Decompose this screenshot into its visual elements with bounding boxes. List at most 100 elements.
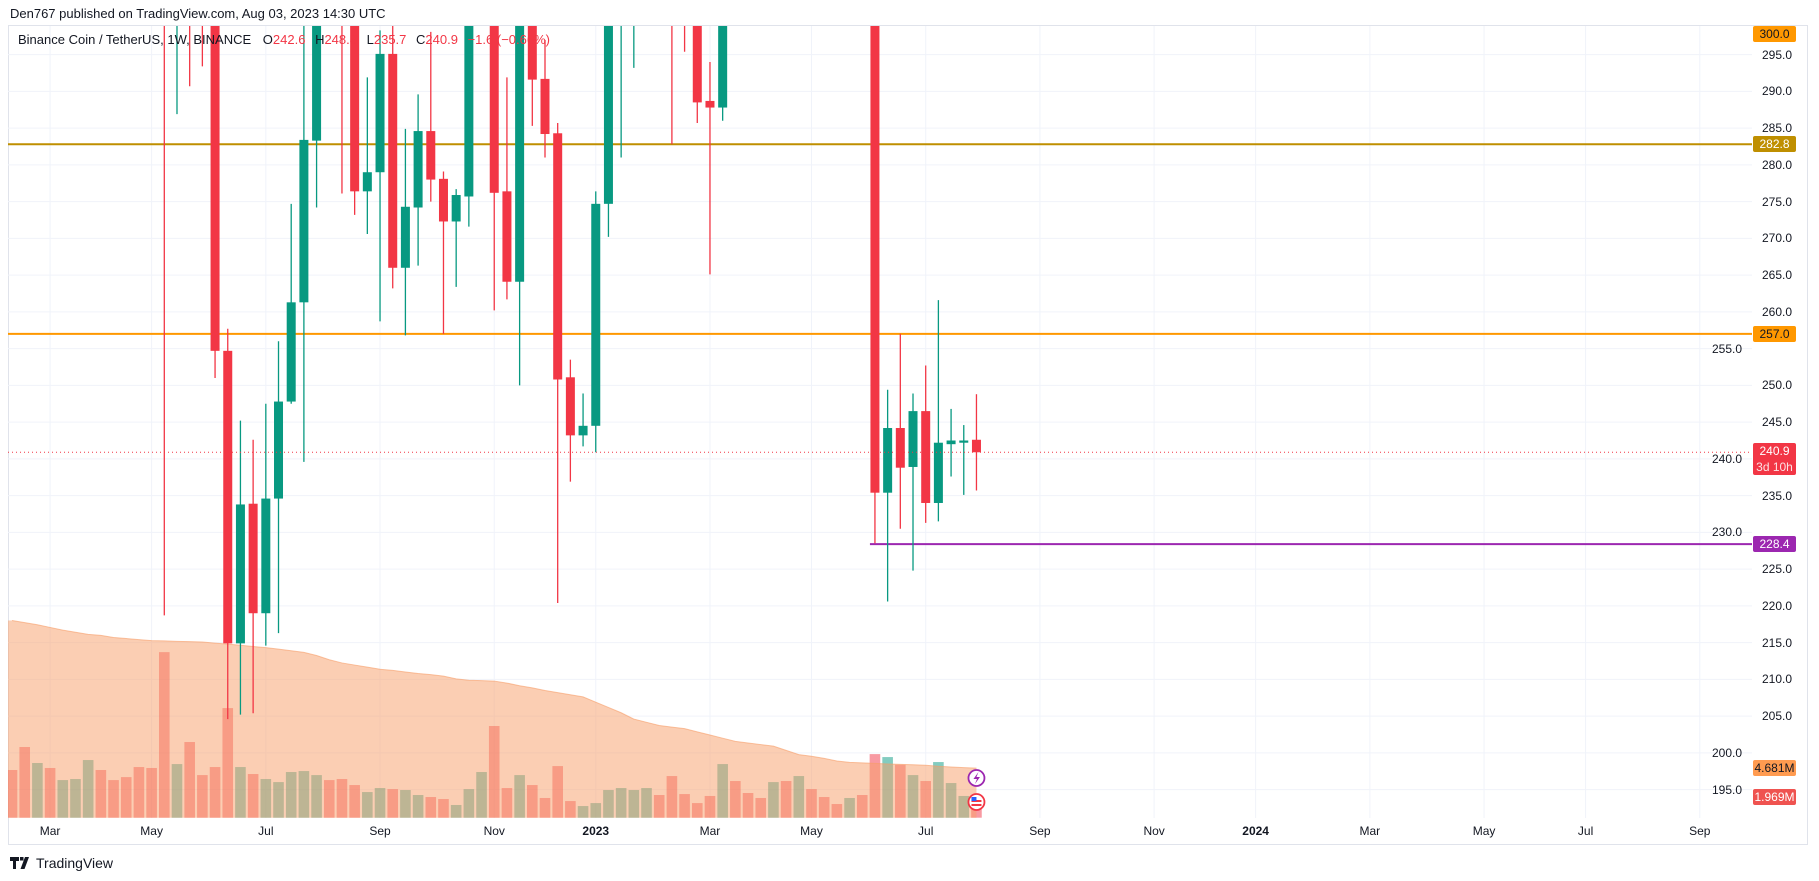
us-flag-icon[interactable] bbox=[967, 793, 986, 811]
price-tick-label: 270.0 bbox=[1762, 231, 1793, 246]
candle-body bbox=[603, 26, 613, 204]
candle-body bbox=[502, 191, 512, 282]
price-tick-label: 250.0 bbox=[1762, 378, 1793, 393]
volume-ma-area bbox=[8, 620, 977, 818]
candle-body bbox=[350, 26, 360, 192]
time-tick-label: May bbox=[1472, 824, 1496, 838]
price-tick-label: 285.0 bbox=[1762, 121, 1793, 136]
price-tick-label: 265.0 bbox=[1762, 268, 1793, 283]
price-tick-label: 295.0 bbox=[1762, 47, 1793, 62]
price-tick-label: 255.0 bbox=[1712, 341, 1743, 356]
candle-body bbox=[895, 428, 905, 468]
candle-body bbox=[375, 53, 385, 173]
volume-ma-fill bbox=[8, 620, 977, 818]
candle-body bbox=[312, 26, 322, 141]
level-price-label: 300.0 bbox=[1753, 26, 1796, 42]
level-price-label: 282.8 bbox=[1753, 136, 1796, 153]
time-tick-label: Sep bbox=[369, 824, 391, 838]
candle-body bbox=[553, 133, 563, 380]
candle-body bbox=[959, 440, 969, 443]
candle-body bbox=[400, 206, 410, 268]
candle-body bbox=[210, 26, 220, 351]
change-value: −1.6 (−0.66%) bbox=[467, 32, 550, 47]
tradingview-logo-icon bbox=[10, 857, 29, 869]
brand-name: TradingView bbox=[36, 855, 114, 871]
close-key: C bbox=[416, 32, 426, 47]
price-tick-label: 205.0 bbox=[1762, 709, 1793, 724]
flag-canton bbox=[971, 797, 977, 801]
candle-body bbox=[540, 78, 550, 135]
candle-body bbox=[489, 26, 499, 193]
flag-stripe bbox=[971, 804, 982, 806]
last-price-value: 240.9 bbox=[1759, 444, 1790, 459]
low-value: 235.7 bbox=[373, 32, 407, 47]
level-price-label: 228.4 bbox=[1753, 536, 1796, 553]
time-tick-label: Nov bbox=[1143, 824, 1165, 838]
price-tick-label: 290.0 bbox=[1762, 84, 1793, 99]
candle-body bbox=[718, 26, 728, 108]
price-tick-label: 220.0 bbox=[1762, 598, 1793, 613]
candle-body bbox=[527, 26, 537, 80]
time-tick-label: 2024 bbox=[1242, 824, 1269, 838]
time-tick-label: Jul bbox=[918, 824, 934, 838]
candle-body bbox=[883, 428, 893, 493]
time-tick-label: May bbox=[140, 824, 163, 838]
publish-info: Den767 published on TradingView.com, Aug… bbox=[10, 6, 386, 21]
time-tick-label: Mar bbox=[39, 824, 61, 838]
time-tick-label: Mar bbox=[699, 824, 721, 838]
candle-body bbox=[515, 26, 525, 282]
candle-body bbox=[971, 439, 981, 453]
symbol-legend: Binance Coin / TetherUS, 1W, BINANCE O24… bbox=[18, 32, 556, 47]
time-tick-label: Sep bbox=[1029, 824, 1051, 838]
candle-body bbox=[337, 0, 346, 18]
volume-label: 1.969M bbox=[1753, 788, 1796, 805]
candle-body bbox=[451, 195, 461, 222]
candle-body bbox=[198, 0, 207, 18]
candle-body bbox=[426, 131, 436, 180]
event-markers[interactable] bbox=[967, 769, 986, 811]
candle-body bbox=[908, 411, 918, 467]
grid bbox=[8, 26, 1752, 818]
price-tick-label: 245.0 bbox=[1762, 415, 1793, 430]
lightning-icon[interactable] bbox=[967, 769, 986, 787]
candle-body bbox=[299, 139, 309, 303]
chart-frame bbox=[8, 25, 1808, 845]
price-tick-label: 280.0 bbox=[1762, 157, 1793, 172]
candle-body bbox=[591, 203, 601, 426]
candle-body bbox=[946, 440, 956, 445]
footer: TradingView bbox=[10, 855, 113, 871]
candle-body bbox=[464, 26, 474, 197]
candle-body bbox=[413, 131, 423, 208]
candle-body bbox=[692, 26, 702, 103]
level-price-label: 257.0 bbox=[1753, 325, 1796, 342]
time-tick-label: May bbox=[800, 824, 823, 838]
last-price-label: 240.9 3d 10h bbox=[1753, 443, 1796, 476]
candle-body bbox=[248, 503, 258, 614]
high-value: 248.8 bbox=[324, 32, 357, 47]
price-tick-label: 215.0 bbox=[1762, 635, 1793, 650]
price-tick-label: 275.0 bbox=[1762, 194, 1793, 209]
price-tick-label: 225.0 bbox=[1762, 562, 1793, 577]
candle-body bbox=[565, 377, 575, 436]
close-value: 240.9 bbox=[425, 32, 458, 47]
high-key: H bbox=[315, 32, 325, 47]
price-tick-label: 260.0 bbox=[1762, 304, 1793, 319]
volume-ma-line bbox=[11, 620, 977, 769]
candle-body bbox=[274, 401, 284, 499]
candle-body bbox=[235, 504, 245, 644]
horizontal-levels[interactable] bbox=[8, 18, 1752, 546]
candle-body bbox=[223, 350, 233, 644]
time-tick-label: Nov bbox=[483, 824, 505, 838]
symbol-title: Binance Coin / TetherUS, 1W, BINANCE bbox=[18, 32, 252, 47]
candle-body bbox=[261, 498, 271, 614]
bar-countdown: 3d 10h bbox=[1756, 460, 1793, 475]
candle-body bbox=[705, 100, 715, 108]
candle-body bbox=[870, 26, 880, 493]
time-tick-label: 2023 bbox=[582, 824, 610, 838]
time-tick-label: Jul bbox=[1577, 824, 1594, 838]
open-value: 242.6 bbox=[272, 32, 306, 47]
price-tick-label: 240.0 bbox=[1712, 451, 1743, 466]
open-key: O bbox=[262, 32, 273, 47]
candle-body bbox=[933, 442, 943, 503]
